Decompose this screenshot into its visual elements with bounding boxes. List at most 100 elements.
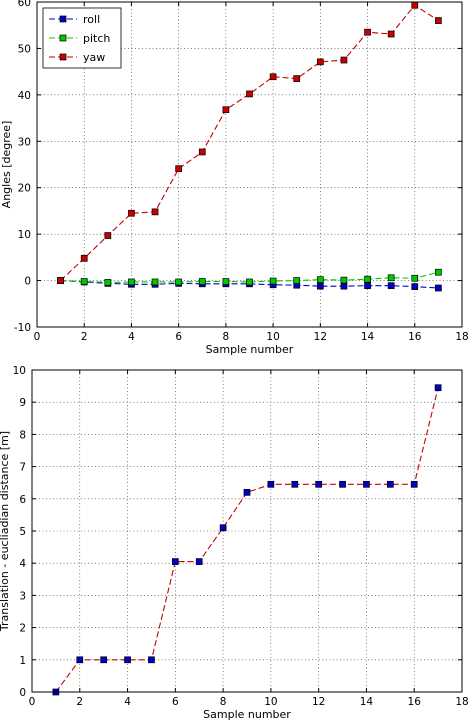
axes-frame: [36, 1, 463, 328]
legend-marker: [59, 34, 67, 42]
data-point: [293, 277, 301, 284]
y-tick-label: 3: [19, 590, 26, 602]
data-point: [104, 279, 112, 286]
data-point: [267, 480, 275, 488]
y-tick-label: 6: [19, 494, 26, 506]
data-point: [80, 254, 88, 262]
y-tick-label: 5: [19, 526, 26, 538]
y-tick-label: 40: [18, 90, 31, 102]
data-point: [269, 277, 277, 285]
x-tick-label: 16: [408, 331, 422, 343]
data-point: [148, 656, 155, 664]
y-tick-label: 2: [19, 623, 26, 635]
y-axis-label: Translation - eucliadian distance [m]: [0, 431, 11, 632]
data-point: [128, 278, 135, 286]
data-point: [151, 208, 159, 216]
y-tick-label: 0: [24, 276, 31, 288]
legend-label-pitch: pitch: [83, 32, 110, 45]
data-point: [340, 282, 348, 290]
data-point: [80, 278, 88, 285]
legend-marker: [59, 53, 67, 61]
data-point: [387, 274, 395, 282]
data-point: [100, 656, 108, 664]
data-point: [76, 656, 84, 664]
data-point: [175, 165, 183, 173]
data-point: [198, 278, 206, 285]
data-point: [434, 384, 442, 392]
data-point: [435, 268, 442, 276]
data-point: [340, 56, 348, 64]
y-axis-label: Angles [degree]: [0, 121, 13, 209]
x-tick-label: 6: [175, 331, 182, 343]
x-tick-label: 14: [361, 331, 375, 343]
x-tick-label: 4: [124, 696, 131, 708]
y-tick-label: 1: [19, 655, 26, 667]
data-point: [339, 480, 346, 488]
legend-label-roll: roll: [83, 13, 100, 26]
x-tick-label: 18: [455, 331, 468, 343]
data-point: [411, 1, 419, 9]
x-tick-label: 2: [76, 696, 83, 708]
y-tick-label: 50: [18, 43, 31, 55]
y-tick-label: 8: [19, 429, 26, 441]
plot-area: [32, 370, 462, 692]
data-point: [291, 480, 299, 488]
data-point: [364, 282, 371, 290]
legend-box: [42, 7, 122, 69]
data-point: [435, 17, 442, 24]
data-point: [219, 524, 227, 532]
data-point: [124, 656, 131, 664]
x-tick-label: 14: [360, 696, 374, 708]
x-axis-label: Sample number: [206, 343, 294, 356]
data-point: [435, 284, 442, 292]
data-point: [128, 209, 135, 217]
x-tick-label: 0: [29, 696, 36, 708]
data-point: [411, 274, 419, 282]
data-point: [269, 73, 277, 81]
data-point: [222, 106, 230, 114]
data-point: [363, 480, 370, 488]
legend-label-yaw: yaw: [83, 51, 105, 64]
data-point: [57, 277, 64, 284]
x-tick-label: 6: [172, 696, 179, 708]
data-point: [316, 282, 324, 290]
data-point: [387, 282, 395, 290]
data-point: [340, 276, 348, 284]
data-point: [411, 283, 419, 290]
data-point: [151, 278, 159, 286]
data-point: [316, 276, 324, 283]
series-line: [60, 4, 439, 281]
data-point: [316, 58, 324, 66]
x-tick-label: 12: [312, 696, 325, 708]
y-tick-label: 0: [19, 687, 26, 699]
data-point: [386, 480, 394, 488]
x-tick-label: 4: [128, 331, 135, 343]
y-tick-label: 7: [19, 462, 26, 474]
y-tick-label: 20: [18, 183, 31, 195]
y-tick-label: 10: [13, 365, 26, 377]
data-point: [364, 28, 371, 36]
x-tick-label: 18: [455, 696, 468, 708]
data-point: [171, 558, 179, 565]
x-tick-label: 2: [81, 331, 88, 343]
data-point: [243, 489, 251, 496]
data-point: [293, 75, 301, 82]
data-point: [195, 558, 203, 565]
y-tick-label: 30: [18, 136, 31, 148]
x-tick-label: 0: [34, 331, 41, 343]
y-tick-label: 60: [18, 0, 31, 9]
legend: roll pitch yaw: [42, 7, 122, 69]
data-point: [364, 275, 371, 283]
x-tick-label: 16: [408, 696, 422, 708]
series-yaw: [57, 1, 442, 284]
data-point: [198, 148, 206, 156]
data-point: [104, 232, 112, 239]
y-tick-label: 4: [19, 558, 26, 570]
data-point: [246, 90, 253, 98]
data-point: [387, 30, 395, 38]
legend-marker: [59, 15, 67, 23]
x-axis-label: Sample number: [203, 708, 291, 721]
